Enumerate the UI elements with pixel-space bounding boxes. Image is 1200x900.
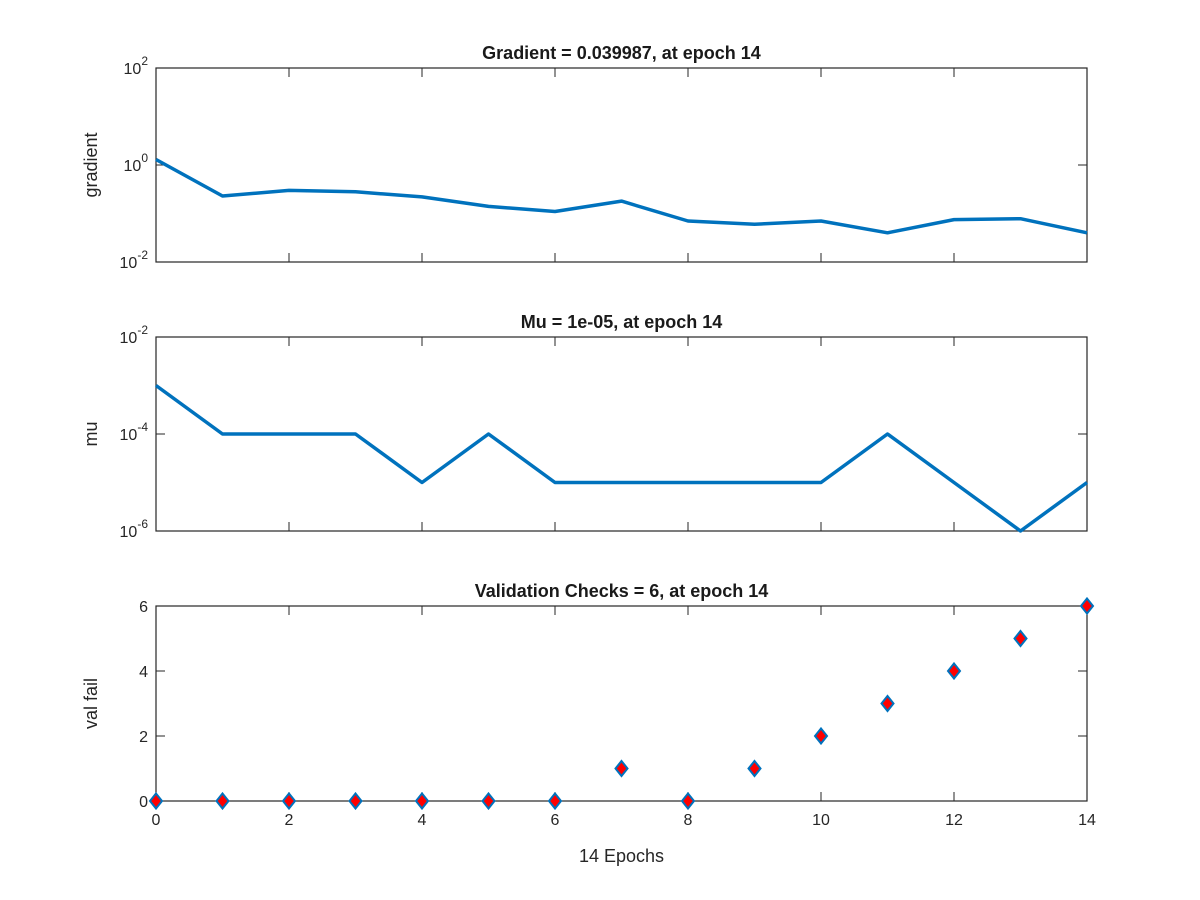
data-point	[680, 791, 696, 811]
y-tick-label: 6	[139, 599, 148, 616]
x-tick-label: 12	[945, 812, 963, 829]
y-tick-label: 10-2	[120, 323, 149, 347]
data-point	[148, 791, 164, 811]
y-tick-label: 10-6	[120, 517, 149, 541]
series-line	[155, 157, 1088, 235]
chart-title: Gradient = 0.039987, at epoch 14	[482, 43, 761, 63]
data-point	[946, 661, 962, 681]
axes-box	[155, 67, 1088, 263]
y-axis-label: mu	[81, 421, 101, 446]
data-point	[880, 694, 895, 713]
chart-title: Mu = 1e-05, at epoch 14	[521, 312, 723, 332]
y-axis-label: val fail	[81, 678, 101, 729]
x-tick-label: 4	[418, 812, 427, 829]
data-point	[348, 791, 363, 811]
data-point	[813, 726, 829, 746]
data-point	[614, 759, 629, 778]
x-tick-label: 2	[285, 812, 294, 829]
data-point	[281, 791, 297, 811]
x-tick-label: 10	[812, 812, 830, 829]
data-point	[215, 791, 230, 811]
data-point	[1079, 596, 1095, 616]
data-point	[547, 791, 563, 811]
y-tick-label: 2	[139, 729, 148, 746]
x-tick-label: 14	[1078, 812, 1096, 829]
y-tick-label: 10-2	[120, 248, 149, 272]
x-axis-label: 14 Epochs	[579, 846, 664, 866]
chart-panel-3: 0 2 4 6 0 2 4 6 8 10 12 14 Validation Checks = 6, at…	[81, 581, 1096, 866]
y-axis-label: gradient	[81, 132, 101, 197]
data-point	[747, 759, 762, 778]
data-point	[1013, 629, 1028, 648]
x-tick-label: 8	[684, 812, 693, 829]
y-tick-label: 102	[124, 54, 149, 78]
y-tick-label: 10-4	[120, 420, 149, 444]
series-line	[154, 384, 1089, 533]
chart-panel-1: 10-2 100 102 Gradient = 0.039987, at epoch …	[81, 43, 1088, 272]
x-tick-label: 6	[551, 812, 560, 829]
chart-panel-2: 10-6 10-4 10-2 Mu = 1e-05, at epoch 14 mu	[81, 312, 1089, 541]
data-point	[414, 791, 430, 811]
y-tick-label: 4	[139, 664, 148, 681]
chart-title: Validation Checks = 6, at epoch 14	[475, 581, 769, 601]
data-point	[481, 791, 496, 811]
y-tick-label: 100	[124, 151, 149, 175]
y-tick-label: 0	[139, 794, 148, 811]
x-tick-label: 0	[152, 812, 161, 829]
